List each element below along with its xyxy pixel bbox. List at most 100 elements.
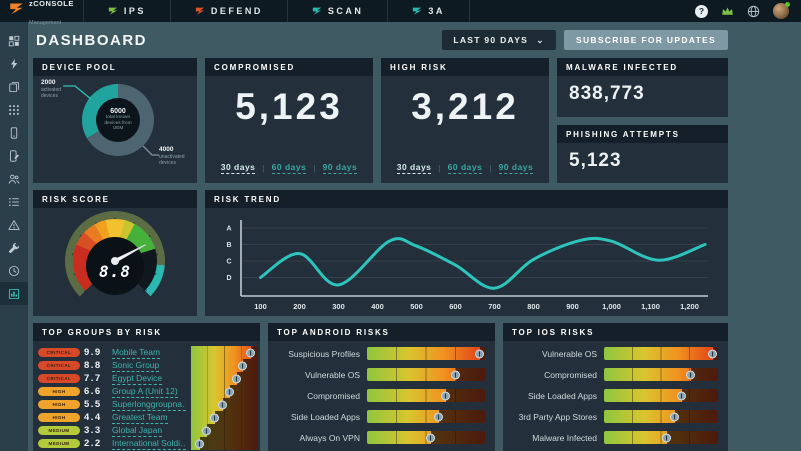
nav-tab-label: SCAN (328, 6, 364, 16)
sidebar-item-apps-grid[interactable] (0, 98, 28, 121)
bar-marker[interactable] (475, 349, 484, 358)
group-name-link[interactable]: Egypt Device (112, 373, 162, 385)
x-axis-tick: 1,000 (602, 302, 621, 311)
device-icon (8, 127, 20, 139)
card-title: PHISHING ATTEMPTS (557, 125, 728, 143)
sidebar-item-dashboard[interactable] (0, 29, 28, 52)
bar-marker[interactable] (686, 370, 695, 379)
activated-caption: activated devices (41, 87, 75, 100)
sidebar-item-users[interactable] (0, 167, 28, 190)
separator: | (262, 163, 264, 173)
risk-gradient-bar (191, 359, 258, 372)
sidebar-item-device-policy[interactable] (0, 144, 28, 167)
separator: | (489, 163, 491, 173)
bar-marker[interactable] (708, 349, 717, 358)
high_risk-link-90-days[interactable]: 90 days (499, 162, 534, 174)
y-axis-label: A (226, 226, 231, 233)
bolt-icon (8, 58, 20, 70)
risk-gradient-bar (367, 347, 485, 360)
risk-row: Malware Infected (513, 431, 718, 444)
bar-marker[interactable] (202, 426, 211, 435)
help-icon[interactable]: ? (695, 5, 708, 18)
bar-marker[interactable] (451, 370, 460, 379)
documents-icon (8, 81, 20, 93)
bar-dark-region (456, 368, 486, 381)
risk-label: Vulnerable OS (278, 370, 360, 380)
bar-marker[interactable] (225, 387, 234, 396)
group-name-link[interactable]: Greatest Team (112, 412, 168, 424)
risk-gradient-bar (604, 347, 718, 360)
card-title: TOP GROUPS BY RISK (33, 323, 260, 341)
group-name-link[interactable]: Global Japan (112, 425, 162, 437)
risk-gradient-bar (367, 368, 485, 381)
bar-dark-region (230, 385, 258, 398)
bar-marker[interactable] (434, 412, 443, 421)
bar-marker[interactable] (210, 413, 219, 422)
bar-marker[interactable] (238, 361, 247, 370)
group-name-link[interactable]: Mobile Team (112, 347, 160, 359)
sidebar-item-tools[interactable] (0, 236, 28, 259)
group-risk-row: HIGH5.5Superlonggroupna… (38, 398, 258, 411)
severity-badge: HIGH (38, 413, 80, 422)
sidebar-item-list[interactable] (0, 190, 28, 213)
nav-tab-scan[interactable]: SCAN (288, 0, 389, 22)
bar-marker[interactable] (232, 374, 241, 383)
chevron-down-icon: ⌄ (536, 35, 545, 46)
subscribe-button[interactable]: SUBSCRIBE FOR UPDATES (564, 30, 728, 50)
page-title: DASHBOARD (36, 32, 147, 49)
bar-marker[interactable] (441, 391, 450, 400)
high_risk-link-60-days[interactable]: 60 days (448, 162, 483, 174)
sidebar-item-device[interactable] (0, 121, 28, 144)
sidebar-item-alerts[interactable] (0, 213, 28, 236)
nav-tab-ips[interactable]: IPS (84, 0, 171, 22)
nav-tab-defend[interactable]: DEFEND (171, 0, 288, 22)
avatar[interactable] (773, 3, 789, 19)
alerts-icon (8, 219, 20, 231)
sidebar-item-documents[interactable] (0, 75, 28, 98)
group-name-link[interactable]: Superlonggroupna… (112, 399, 186, 411)
sidebar-item-bolt[interactable] (0, 52, 28, 75)
separator: | (313, 163, 315, 173)
unactivated-value: 4000 (159, 146, 193, 154)
brand[interactable]: zCONSOLE Management (0, 0, 84, 22)
group-name-link[interactable]: International Soldi… (112, 438, 186, 450)
compromised-link-90-days[interactable]: 90 days (323, 162, 358, 174)
group-risk-row: CRITICAL7.7Egypt Device (38, 372, 258, 385)
group-risk-row: MEDIUM2.2International Soldi… (38, 437, 258, 450)
globe-icon[interactable] (747, 5, 760, 18)
risk-gradient-bar (191, 385, 258, 398)
group-score: 2.2 (84, 438, 112, 449)
sidebar-item-history[interactable] (0, 259, 28, 282)
group-name-link[interactable]: Group A (Unit 12) (112, 386, 178, 398)
card-title: TOP ANDROID RISKS (268, 323, 495, 341)
bar-marker[interactable] (195, 439, 204, 448)
bar-marker[interactable] (218, 400, 227, 409)
bar-marker[interactable] (662, 433, 671, 442)
card-title: COMPROMISED (205, 58, 373, 76)
phishing-attempts-card: PHISHING ATTEMPTS 5,123 (557, 125, 728, 184)
bar-marker[interactable] (426, 433, 435, 442)
group-name-link[interactable]: Sonic Group (112, 360, 159, 372)
compromised-link-30-days[interactable]: 30 days (221, 162, 256, 174)
bar-dark-region (223, 398, 258, 411)
bar-marker[interactable] (670, 412, 679, 421)
gauge-readout: 8.8 (86, 237, 144, 295)
severity-badge: HIGH (38, 387, 80, 396)
crown-icon[interactable] (721, 6, 734, 16)
sidebar-item-reports[interactable] (0, 282, 28, 305)
severity-badge: HIGH (38, 400, 80, 409)
top_ios-rows: Vulnerable OSCompromisedSide Loaded Apps… (503, 341, 728, 451)
risk-row: 3rd Party App Stores (513, 410, 718, 423)
brand-name: zCONSOLE (29, 0, 74, 8)
nav-tab-3a[interactable]: 3A (388, 0, 470, 22)
compromised-link-60-days[interactable]: 60 days (272, 162, 307, 174)
date-range-dropdown[interactable]: LAST 90 DAYS ⌄ (442, 30, 556, 50)
high_risk-link-30-days[interactable]: 30 days (397, 162, 432, 174)
unactivated-label: 4000 unactivated devices (159, 146, 193, 167)
bar-dark-region (682, 389, 718, 402)
risk-trend-card: RISK TREND ABCD1002003004005006007008009… (205, 190, 728, 316)
bar-marker[interactable] (246, 348, 255, 357)
group-score: 3.3 (84, 425, 112, 436)
bar-marker[interactable] (677, 391, 686, 400)
risk-gradient-bar (191, 398, 258, 411)
